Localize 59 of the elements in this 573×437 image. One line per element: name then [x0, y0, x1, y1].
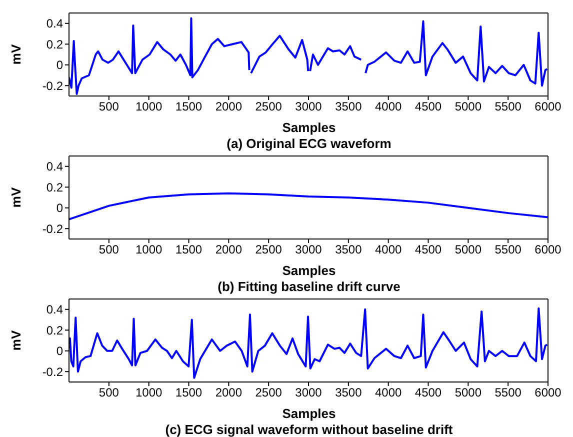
- x-tick-label: 5500: [494, 100, 522, 114]
- x-tick-label: 3000: [295, 100, 322, 114]
- x-tick-label: 2000: [215, 242, 242, 257]
- x-tick-label: 1000: [135, 100, 163, 114]
- x-axis-title: Samples: [281, 120, 337, 136]
- text: (a) Original ECG waveform: [226, 136, 392, 151]
- x-tick-label: 2000: [215, 100, 242, 114]
- text: (c) ECG signal waveform without baseline drift: [164, 422, 454, 437]
- x-tick-label: 4500: [414, 242, 442, 257]
- y-tick-label: 0.4: [46, 302, 64, 317]
- x-tick-label: 500: [98, 242, 120, 257]
- x-tick-label: 2500: [255, 386, 282, 400]
- x-axis-title: Samples: [281, 406, 337, 422]
- x-tick-label: 1500: [175, 100, 202, 114]
- x-tick-label: 2000: [215, 386, 242, 400]
- x-tick-label: 2500: [255, 100, 282, 114]
- x-tick-label: 500: [98, 100, 120, 114]
- x-tick-label: 1000: [135, 242, 163, 257]
- x-tick-label: 6000: [534, 242, 562, 257]
- y-tick-label: 0.2: [46, 180, 64, 194]
- x-tick-label: 4000: [374, 242, 402, 257]
- x-tick-label: 3500: [335, 242, 362, 257]
- x-tick-label: 5000: [454, 100, 482, 114]
- x-tick-label: 5000: [454, 242, 482, 257]
- x-tick-label: 4000: [374, 100, 402, 114]
- x-tick-label: 4500: [414, 100, 442, 114]
- x-tick-label: 4000: [374, 386, 402, 400]
- y-axis-title: mV: [8, 330, 24, 351]
- x-tick-label: 6000: [534, 100, 562, 114]
- y-tick-label: 0: [56, 201, 64, 216]
- y-tick-label: 0: [56, 58, 64, 72]
- x-tick-label: 500: [98, 386, 120, 400]
- y-tick-label: 0.2: [46, 323, 64, 338]
- y-axis-title: mV: [8, 44, 24, 65]
- x-tick-label: 6000: [534, 386, 562, 400]
- x-tick-label: 3000: [295, 386, 322, 400]
- text: (b) Fitting baseline drift curve: [216, 279, 402, 294]
- x-tick-label: 1000: [135, 386, 163, 400]
- y-tick-label: -0.2: [42, 78, 64, 93]
- x-tick-label: 1500: [175, 386, 202, 400]
- x-tick-label: 3500: [335, 386, 362, 400]
- x-tick-label: 5500: [494, 242, 522, 257]
- y-tick-label: -0.2: [42, 364, 64, 379]
- x-tick-label: 3500: [335, 100, 362, 114]
- y-tick-label: 0: [56, 344, 64, 358]
- y-tick-label: 0.2: [46, 37, 64, 52]
- y-axis-title: mV: [8, 187, 24, 208]
- line-series: [69, 192, 548, 220]
- x-tick-label: 1500: [175, 242, 202, 257]
- y-tick-label: 0.4: [46, 160, 64, 174]
- x-tick-label: 2500: [255, 242, 282, 257]
- x-tick-label: 3000: [295, 242, 322, 257]
- x-tick-label: 5000: [454, 386, 482, 400]
- line-series: [69, 307, 548, 379]
- x-tick-label: 4500: [414, 386, 442, 400]
- y-tick-label: -0.2: [42, 222, 64, 236]
- y-tick-label: 0.4: [46, 16, 64, 31]
- x-tick-label: 5500: [494, 386, 522, 400]
- x-axis-title: Samples: [281, 263, 337, 279]
